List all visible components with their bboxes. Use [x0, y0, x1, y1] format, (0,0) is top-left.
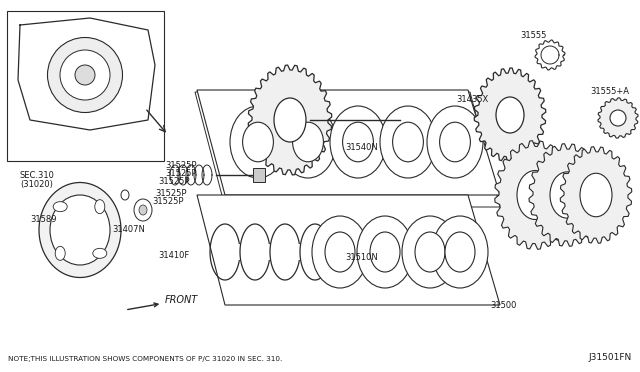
Ellipse shape — [280, 106, 336, 178]
Ellipse shape — [415, 232, 445, 272]
Ellipse shape — [139, 205, 147, 215]
Ellipse shape — [392, 122, 424, 162]
Text: 31525P: 31525P — [158, 176, 189, 186]
Text: 31525P: 31525P — [152, 198, 184, 206]
Text: 31510N: 31510N — [345, 253, 378, 263]
Polygon shape — [197, 90, 500, 195]
Ellipse shape — [230, 106, 286, 178]
Ellipse shape — [93, 248, 107, 258]
Text: SEC.310: SEC.310 — [20, 170, 55, 180]
Text: 31525P: 31525P — [155, 189, 186, 198]
Ellipse shape — [580, 173, 612, 217]
Text: 31435X: 31435X — [456, 96, 488, 105]
Ellipse shape — [53, 202, 67, 212]
Ellipse shape — [121, 190, 129, 200]
Ellipse shape — [312, 216, 368, 288]
Ellipse shape — [292, 122, 323, 162]
Ellipse shape — [50, 195, 110, 265]
Text: 31540N: 31540N — [345, 144, 378, 153]
Text: 31525P: 31525P — [165, 169, 196, 177]
Text: 31555+A: 31555+A — [590, 87, 629, 96]
Ellipse shape — [517, 170, 553, 219]
Polygon shape — [495, 141, 575, 249]
Ellipse shape — [274, 98, 306, 142]
Text: J31501FN: J31501FN — [589, 353, 632, 362]
Ellipse shape — [402, 216, 458, 288]
Ellipse shape — [55, 246, 65, 260]
Ellipse shape — [432, 216, 488, 288]
Ellipse shape — [496, 97, 524, 133]
Text: (31020): (31020) — [20, 180, 53, 189]
Ellipse shape — [39, 183, 121, 278]
Ellipse shape — [95, 200, 105, 214]
Text: 31410F: 31410F — [158, 250, 189, 260]
Polygon shape — [197, 195, 500, 305]
Text: FRONT: FRONT — [128, 295, 198, 310]
Ellipse shape — [47, 38, 122, 112]
Polygon shape — [248, 65, 332, 175]
Ellipse shape — [440, 122, 470, 162]
Text: NOTE;THIS ILLUSTRATION SHOWS COMPONENTS OF P/C 31020 IN SEC. 310.: NOTE;THIS ILLUSTRATION SHOWS COMPONENTS … — [8, 356, 282, 362]
Text: 31555: 31555 — [520, 31, 547, 39]
Ellipse shape — [380, 106, 436, 178]
Ellipse shape — [357, 216, 413, 288]
Text: 31525P: 31525P — [165, 160, 196, 170]
Ellipse shape — [342, 122, 373, 162]
Text: 31407N: 31407N — [112, 225, 145, 234]
Ellipse shape — [370, 232, 400, 272]
Ellipse shape — [243, 122, 273, 162]
Ellipse shape — [427, 106, 483, 178]
Ellipse shape — [330, 106, 386, 178]
Ellipse shape — [75, 65, 95, 85]
Ellipse shape — [134, 199, 152, 221]
Ellipse shape — [445, 232, 475, 272]
Ellipse shape — [610, 110, 626, 126]
Polygon shape — [474, 68, 546, 162]
Polygon shape — [560, 147, 632, 243]
Text: 31589: 31589 — [30, 215, 56, 224]
Ellipse shape — [550, 172, 584, 218]
Bar — [253, 168, 265, 182]
Polygon shape — [529, 144, 605, 246]
Text: 31500: 31500 — [490, 301, 516, 310]
FancyBboxPatch shape — [7, 11, 164, 161]
Ellipse shape — [325, 232, 355, 272]
Polygon shape — [598, 98, 638, 138]
Ellipse shape — [60, 50, 110, 100]
